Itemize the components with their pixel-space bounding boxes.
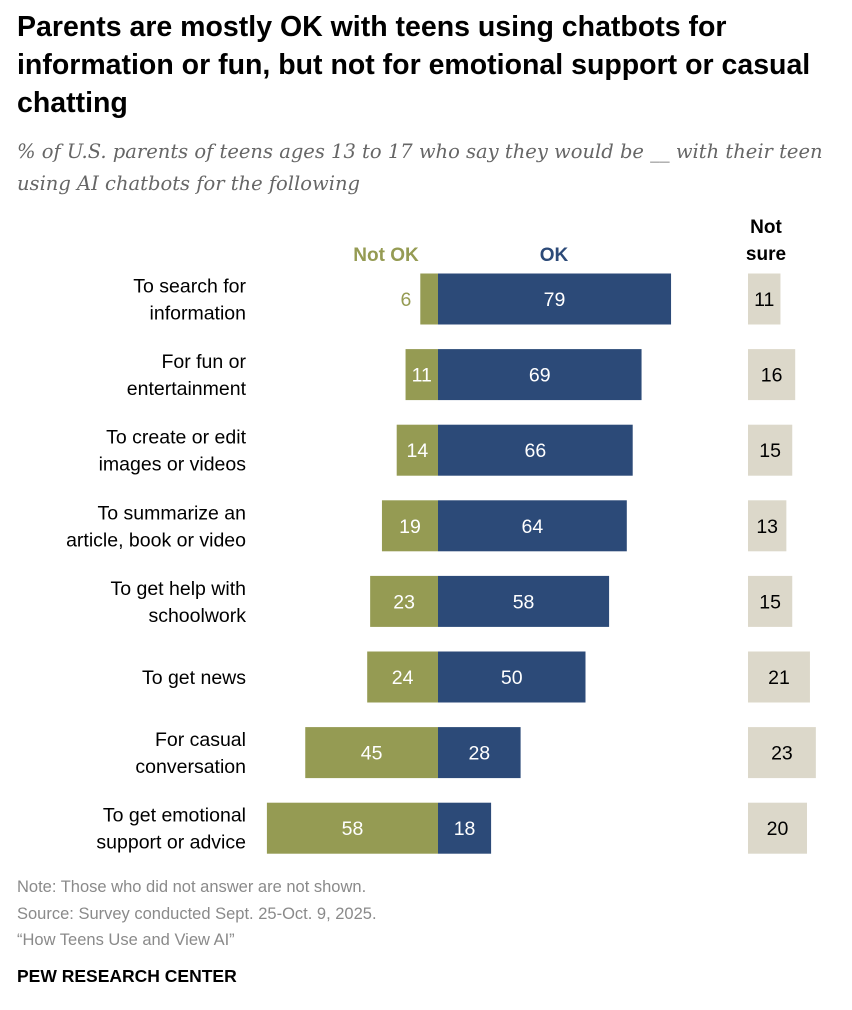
bar-not-ok <box>405 349 438 401</box>
bar-ok <box>438 349 642 401</box>
category-label: To create or edit <box>106 427 246 449</box>
data-label-not-sure: 11 <box>754 289 774 311</box>
bar-not-sure <box>748 727 816 779</box>
legend-ok: OK <box>540 245 569 266</box>
bar-ok <box>438 273 672 325</box>
category-label: To search for <box>133 276 246 298</box>
category-label: entertainment <box>127 378 247 400</box>
data-label-ok: 69 <box>529 365 551 387</box>
data-label-not-sure: 13 <box>756 516 778 538</box>
data-label-not-ok: 14 <box>406 440 428 462</box>
category-label: To get news <box>142 667 246 689</box>
category-label: To get help with <box>110 578 246 600</box>
category-label: article, book or video <box>66 529 246 551</box>
bar-ok <box>438 575 610 627</box>
bar-ok <box>438 500 627 552</box>
data-label-not-sure: 23 <box>771 743 793 765</box>
bar-ok <box>438 802 492 854</box>
category-label: To get emotional <box>103 805 246 827</box>
category-label: images or videos <box>99 454 247 476</box>
bar-not-sure <box>748 273 781 325</box>
brand-logo: PEW RESEARCH CENTER <box>17 966 237 986</box>
chart-subtitle: % of U.S. parents of teens ages 13 to 17… <box>17 140 823 195</box>
data-label-not-ok: 11 <box>412 365 432 387</box>
category-label: support or advice <box>96 832 246 854</box>
category-label: To summarize an <box>98 502 246 524</box>
category-label: conversation <box>135 756 246 778</box>
category-label: schoolwork <box>148 605 246 627</box>
category-label: information <box>150 303 246 325</box>
bar-not-ok <box>367 651 438 703</box>
data-label-not-ok: 58 <box>342 818 364 840</box>
bar-not-sure <box>748 349 796 401</box>
bar-not-ok <box>381 500 438 552</box>
data-label-ok: 79 <box>544 289 566 311</box>
bar-not-sure <box>748 424 793 476</box>
bar-not-ok <box>396 424 438 476</box>
data-label-not-ok: 19 <box>399 516 421 538</box>
data-label-ok: 64 <box>522 516 544 538</box>
bar-ok <box>438 651 586 703</box>
note-text: Note: Those who did not answer are not s… <box>17 878 367 896</box>
data-label-ok: 50 <box>501 667 523 689</box>
bar-not-sure <box>748 651 810 703</box>
chart-notes: Note: Those who did not answer are not s… <box>17 874 377 954</box>
data-label-not-sure: 16 <box>761 365 783 387</box>
bar-ok <box>438 727 521 779</box>
legend-not-sure: Not <box>750 217 782 238</box>
source-text: Source: Survey conducted Sept. 25-Oct. 9… <box>17 904 377 923</box>
data-label-ok: 18 <box>454 818 476 840</box>
data-label-not-ok: 6 <box>400 289 411 311</box>
data-label-not-sure: 15 <box>759 591 781 613</box>
legend-not-ok: Not OK <box>353 245 419 266</box>
category-label: For fun or <box>161 351 246 373</box>
data-label-not-ok: 23 <box>393 591 415 613</box>
data-label-not-sure: 15 <box>759 440 781 462</box>
bar-not-sure <box>748 802 807 854</box>
category-label: For casual <box>155 729 246 751</box>
data-label-ok: 66 <box>524 440 546 462</box>
data-label-not-ok: 24 <box>392 667 414 689</box>
data-label-not-sure: 20 <box>767 818 789 840</box>
legend-not-sure: sure <box>746 244 786 265</box>
bar-not-sure <box>748 500 787 552</box>
data-label-ok: 58 <box>513 591 535 613</box>
bar-not-ok <box>370 575 438 627</box>
bar-not-ok <box>266 802 438 854</box>
bar-not-ok <box>420 273 438 325</box>
data-label-not-ok: 45 <box>361 743 383 765</box>
report-text: “How Teens Use and View AI” <box>17 931 235 949</box>
bar-not-sure <box>748 575 793 627</box>
bar-not-ok <box>305 727 438 779</box>
chart-title: Parents are mostly OK with teens using c… <box>17 11 811 119</box>
data-label-ok: 28 <box>468 743 490 765</box>
bar-ok <box>438 424 633 476</box>
data-label-not-sure: 21 <box>768 667 790 689</box>
